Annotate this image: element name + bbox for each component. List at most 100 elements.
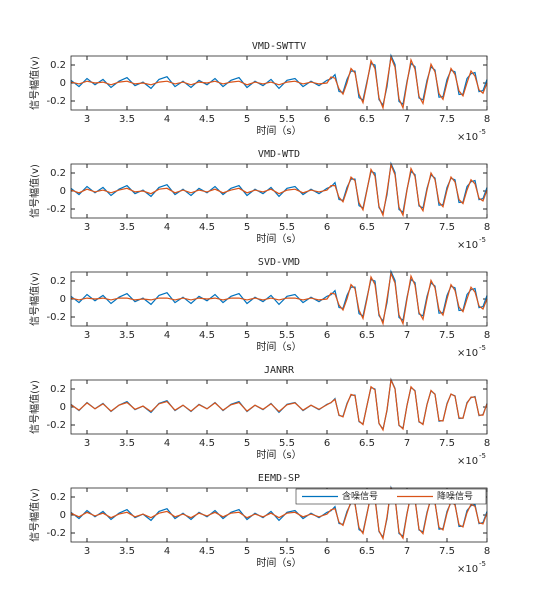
- y-tick-label: 0.2: [50, 168, 66, 179]
- x-tick-label: 8: [484, 438, 490, 449]
- subplot: VMD-WTD 信号幅值(v) 时间（s） ×10 -5 -0.2 0 0.2 3 3.5 4 4.5…: [28, 149, 490, 251]
- x-tick-label: 6: [324, 222, 330, 233]
- subplot-title: EEMD-SP: [258, 473, 300, 484]
- legend-box: [295, 488, 487, 505]
- x-tick-label: 3.5: [119, 546, 135, 557]
- y-tick-label: 0: [60, 294, 66, 305]
- x-axis-label: 时间（s）: [256, 232, 301, 245]
- signal-line: [70, 377, 488, 431]
- x-tick-label: 5.5: [279, 438, 295, 449]
- x-tick-label: 4.5: [199, 114, 215, 125]
- x-tick-label: 7.5: [439, 330, 455, 341]
- y-tick-label: 0: [60, 510, 66, 521]
- x-tick-label: 5: [244, 330, 250, 341]
- x-scale-exponent: -5: [479, 452, 486, 460]
- x-tick-label: 4: [164, 546, 170, 557]
- x-tick-label: 3.5: [119, 330, 135, 341]
- x-tick-label: 5.5: [279, 546, 295, 557]
- legend-label: 含噪信号: [342, 490, 378, 502]
- x-tick-label: 7: [404, 330, 410, 341]
- x-tick-label: 6.5: [359, 222, 375, 233]
- y-tick-label: 0.2: [50, 492, 66, 503]
- x-tick-label: 4: [164, 114, 170, 125]
- x-tick-label: 8: [484, 546, 490, 557]
- axes-box: [70, 163, 488, 219]
- signal-line: [70, 377, 488, 432]
- x-axis-label: 时间（s）: [256, 448, 301, 461]
- x-tick-label: 5.5: [279, 330, 295, 341]
- signal-line: [70, 55, 488, 111]
- axes-box: [70, 379, 488, 435]
- x-tick-label: 3: [84, 330, 90, 341]
- legend: 含噪信号 降噪信号: [295, 488, 487, 505]
- x-tick-label: 8: [484, 114, 490, 125]
- x-axis-label: 时间（s）: [256, 124, 301, 137]
- x-tick-label: 7.5: [439, 114, 455, 125]
- x-tick-label: 5: [244, 222, 250, 233]
- y-tick-label: -0.2: [46, 312, 66, 323]
- x-tick-label: 3.5: [119, 114, 135, 125]
- legend-label: 降噪信号: [437, 490, 473, 502]
- x-tick-label: 3.5: [119, 222, 135, 233]
- x-tick-label: 4.5: [199, 330, 215, 341]
- y-tick-label: 0.2: [50, 60, 66, 71]
- x-scale-base: ×10: [457, 240, 478, 251]
- x-tick-label: 3.5: [119, 438, 135, 449]
- x-tick-label: 6: [324, 114, 330, 125]
- x-tick-label: 7: [404, 546, 410, 557]
- subplot-title: SVD-VMD: [258, 257, 300, 268]
- subplot-title: VMD-SWTTV: [252, 41, 306, 52]
- signal-line: [70, 271, 488, 326]
- x-tick-label: 7.5: [439, 438, 455, 449]
- x-scale-exponent: -5: [479, 236, 486, 244]
- x-tick-label: 4: [164, 438, 170, 449]
- y-tick-label: -0.2: [46, 96, 66, 107]
- y-tick-label: 0.2: [50, 276, 66, 287]
- x-scale-base: ×10: [457, 564, 478, 575]
- x-tick-label: 6.5: [359, 330, 375, 341]
- x-scale-exponent: -5: [479, 344, 486, 352]
- x-scale-base: ×10: [457, 348, 478, 359]
- x-scale-base: ×10: [457, 132, 478, 143]
- x-tick-label: 7: [404, 222, 410, 233]
- x-tick-label: 5: [244, 438, 250, 449]
- x-tick-label: 5.5: [279, 222, 295, 233]
- y-axis-label: 信号幅值(v): [28, 164, 41, 218]
- subplot-title: JANRR: [264, 365, 295, 376]
- y-tick-label: -0.2: [46, 528, 66, 539]
- x-tick-label: 4.5: [199, 546, 215, 557]
- subplot: JANRR 信号幅值(v) 时间（s） ×10 -5 -0.2 0 0.2 3 3.5 4 4.5 5 5…: [28, 365, 490, 467]
- y-tick-label: 0: [60, 78, 66, 89]
- y-tick-label: -0.2: [46, 420, 66, 431]
- y-axis-label: 信号幅值(v): [28, 380, 41, 434]
- x-tick-label: 7.5: [439, 546, 455, 557]
- x-tick-label: 3: [84, 114, 90, 125]
- x-tick-label: 4: [164, 222, 170, 233]
- x-scale-base: ×10: [457, 456, 478, 467]
- x-scale-exponent: -5: [479, 560, 486, 568]
- x-tick-label: 8: [484, 222, 490, 233]
- subplot: VMD-SWTTV 信号幅值(v) 时间（s） ×10 -5 -0.2 0 0.2 3 3.5 4 4…: [28, 41, 490, 143]
- x-tick-label: 4: [164, 330, 170, 341]
- x-tick-label: 7.5: [439, 222, 455, 233]
- x-tick-label: 8: [484, 330, 490, 341]
- x-tick-label: 3: [84, 222, 90, 233]
- x-tick-label: 6.5: [359, 114, 375, 125]
- subplot: EEMD-SP 信号幅值(v) 时间（s） ×10 -5 -0.2 0 0.2 3 3.5 4 4.5…: [28, 473, 490, 575]
- y-axis-label: 信号幅值(v): [28, 56, 41, 110]
- y-tick-label: 0.2: [50, 384, 66, 395]
- y-tick-label: 0: [60, 402, 66, 413]
- y-tick-label: 0: [60, 186, 66, 197]
- x-tick-label: 3: [84, 546, 90, 557]
- x-tick-label: 6: [324, 438, 330, 449]
- x-tick-label: 7: [404, 438, 410, 449]
- signal-line: [70, 53, 488, 107]
- x-tick-label: 6: [324, 330, 330, 341]
- x-tick-label: 4.5: [199, 222, 215, 233]
- x-tick-label: 6.5: [359, 438, 375, 449]
- x-scale-exponent: -5: [479, 128, 486, 136]
- x-tick-label: 5.5: [279, 114, 295, 125]
- x-tick-label: 3: [84, 438, 90, 449]
- y-tick-label: -0.2: [46, 204, 66, 215]
